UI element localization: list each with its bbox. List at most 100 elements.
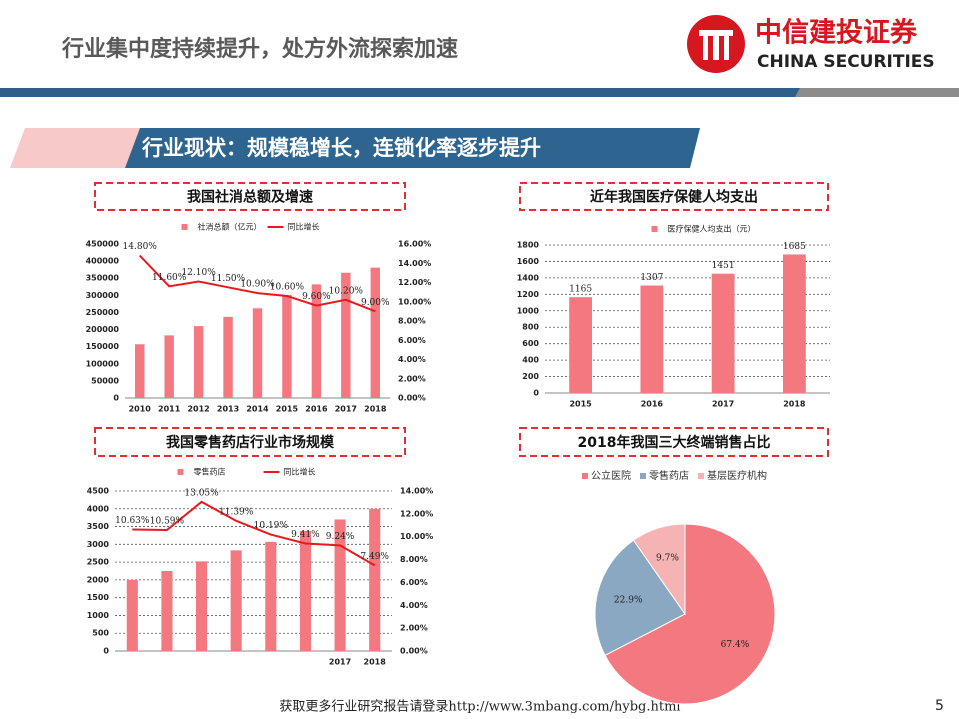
- legend-label: 同比增长: [288, 222, 320, 232]
- legend-label: 零售药店: [194, 467, 226, 477]
- x-tick-label: 2017: [335, 405, 357, 414]
- value-label: 9.00%: [361, 298, 390, 308]
- value-label: 14.80%: [123, 242, 158, 252]
- value-label: 10.60%: [270, 282, 305, 292]
- x-tick-label: 2013: [217, 405, 239, 414]
- y2-tick-label: 0.00%: [400, 647, 428, 656]
- y-tick-label: 800: [522, 323, 539, 332]
- y-tick-label: 250000: [86, 308, 120, 317]
- value-label: 9.24%: [326, 532, 355, 542]
- y-tick-label: 2000: [87, 575, 110, 584]
- bar: [640, 285, 664, 393]
- y2-tick-label: 0.00%: [398, 394, 426, 403]
- legend-swatch: [698, 473, 704, 479]
- legend-label: 社消总额（亿元）: [198, 222, 262, 232]
- bar: [299, 530, 311, 651]
- banner: [125, 128, 700, 168]
- bar: [135, 344, 145, 398]
- y2-tick-label: 12.00%: [398, 278, 431, 287]
- chart-title: 2018年我国三大终端销售占比: [578, 434, 771, 451]
- value-label: 1307: [640, 273, 663, 283]
- y-tick-label: 4000: [87, 504, 110, 513]
- value-label: 11.50%: [211, 274, 246, 284]
- chart-title: 我国社消总额及增速: [187, 189, 313, 206]
- value-label: 11.60%: [152, 273, 187, 283]
- bar: [265, 541, 277, 651]
- y2-tick-label: 6.00%: [398, 336, 426, 345]
- value-label: 9.60%: [302, 292, 331, 302]
- legend-swatch: [640, 473, 646, 479]
- y2-tick-label: 2.00%: [400, 624, 428, 633]
- y-tick-label: 150000: [86, 342, 120, 351]
- banner-text: 行业现状：规模稳增长，连锁化率逐步提升: [141, 136, 541, 160]
- x-tick-label: 2018: [364, 658, 387, 667]
- x-tick-label: 2010: [129, 405, 152, 414]
- legend-swatch: [651, 226, 658, 232]
- logo-cn: 中信建投证券: [755, 17, 918, 49]
- y2-tick-label: 10.00%: [398, 297, 431, 306]
- pie-slice: [604, 523, 776, 705]
- header-bar-gray: [795, 88, 959, 97]
- pie-slice: [594, 539, 686, 657]
- y-tick-label: 300000: [86, 291, 120, 300]
- x-tick-label: 2017: [712, 400, 734, 409]
- bar: [230, 550, 242, 651]
- y-tick-label: 500: [92, 629, 109, 638]
- y2-tick-label: 4.00%: [400, 601, 428, 610]
- legend-label: 公立医院: [591, 469, 631, 482]
- y-tick-label: 350000: [86, 274, 120, 283]
- value-label: 13.05%: [184, 488, 219, 498]
- value-label: 1165: [569, 285, 592, 295]
- y2-tick-label: 10.00%: [400, 532, 433, 541]
- y-tick-label: 3500: [87, 522, 110, 531]
- chart-title: 近年我国医疗保健人均支出: [590, 189, 758, 206]
- x-tick-label: 2015: [569, 400, 592, 409]
- x-tick-label: 2011: [158, 405, 181, 414]
- y-tick-label: 2500: [87, 558, 110, 567]
- title-box: [94, 182, 406, 211]
- slide-title: 行业集中度持续提升，处方外流探索加速: [61, 36, 458, 62]
- bar: [223, 316, 233, 398]
- bar: [126, 579, 138, 651]
- y-tick-label: 1800: [517, 241, 540, 250]
- x-tick-label: 2017: [329, 658, 351, 667]
- y-tick-label: 200000: [86, 325, 120, 334]
- value-label: 1451: [712, 261, 735, 271]
- y-tick-label: 450000: [86, 240, 120, 249]
- logo-en: CHINA SECURITIES: [757, 52, 935, 72]
- y-tick-label: 200: [522, 372, 539, 381]
- y-tick-label: 4500: [87, 487, 110, 496]
- y-tick-label: 0: [113, 394, 119, 403]
- x-tick-label: 2015: [276, 405, 299, 414]
- x-tick-label: 2016: [305, 405, 328, 414]
- y2-tick-label: 14.00%: [398, 259, 431, 268]
- y-tick-label: 100000: [86, 359, 120, 368]
- bar: [196, 561, 208, 651]
- footer: 获取更多行业研究报告请登录http://www.3mbang.com/hybg.…: [279, 699, 680, 715]
- y2-tick-label: 2.00%: [398, 374, 426, 383]
- y-tick-label: 50000: [91, 376, 119, 385]
- legend-label: 医疗保健人均支出（元）: [668, 224, 756, 234]
- y-tick-label: 1000: [87, 611, 110, 620]
- bar: [282, 294, 292, 398]
- y-tick-label: 400: [522, 356, 539, 365]
- legend-swatch: [177, 469, 184, 475]
- x-tick-label: 2012: [187, 405, 209, 414]
- x-tick-label: 2018: [364, 405, 387, 414]
- pie-slice: [632, 523, 686, 616]
- y-tick-label: 1500: [87, 593, 110, 602]
- y-tick-label: 0: [533, 389, 539, 398]
- header-bar: [0, 88, 800, 97]
- x-tick-label: 2016: [641, 400, 664, 409]
- bar: [311, 284, 322, 398]
- bar: [341, 272, 351, 398]
- y-tick-label: 0: [103, 647, 109, 656]
- y-tick-label: 400000: [86, 257, 120, 266]
- value-label: 10.63%: [115, 516, 150, 526]
- chart-title: 我国零售药店行业市场规模: [166, 434, 335, 451]
- y2-tick-label: 14.00%: [400, 487, 433, 496]
- value-label: 12.10%: [181, 268, 216, 278]
- y-tick-label: 1000: [517, 306, 540, 315]
- y2-tick-label: 16.00%: [398, 240, 431, 249]
